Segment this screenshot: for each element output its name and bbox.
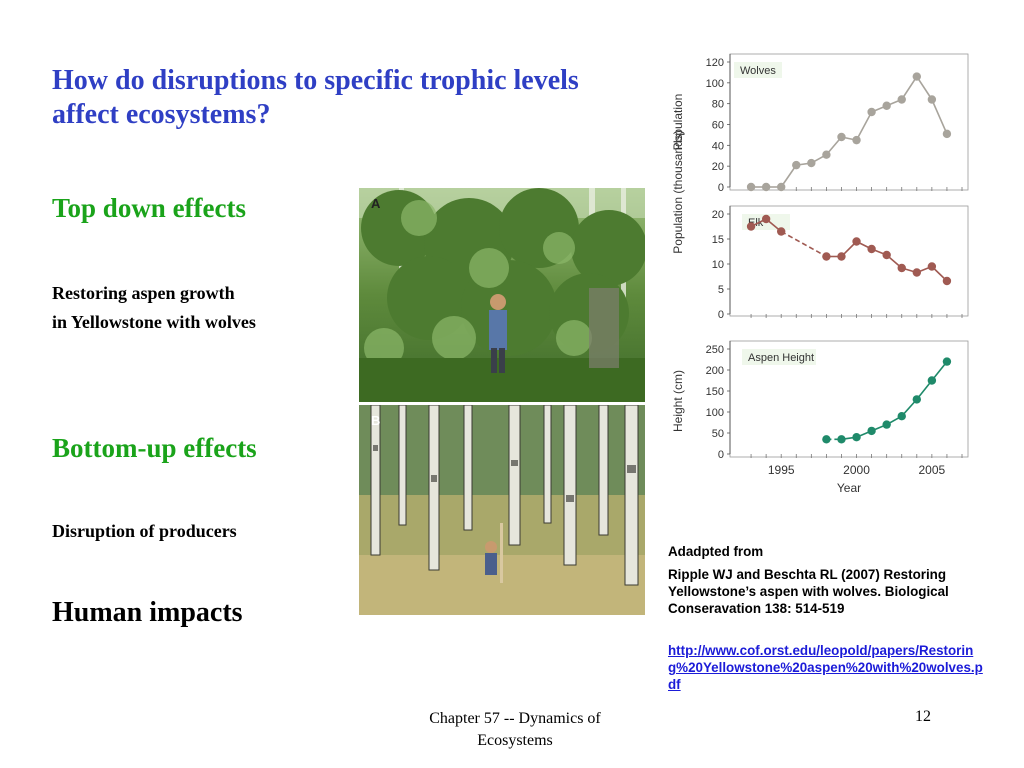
wolves-y-tick-label: 100 bbox=[706, 78, 724, 90]
wolves-data-point bbox=[837, 132, 846, 142]
top-down-heading: Top down effects bbox=[52, 193, 247, 223]
aspen-description: Restoring aspen growth in Yellowstone wi… bbox=[52, 279, 256, 337]
aspen-y-tick-label: 0 bbox=[718, 449, 724, 461]
elk-y-tick-label: 10 bbox=[712, 259, 724, 271]
aspen-line-2: in Yellowstone with wolves bbox=[52, 312, 256, 332]
aspen-line-1: Restoring aspen growth bbox=[52, 283, 235, 303]
wolves-y-axis-label: Population bbox=[672, 94, 685, 151]
elk-series-segment bbox=[780, 230, 827, 258]
aspen-y-tick-label: 200 bbox=[706, 365, 724, 377]
elk-data-point bbox=[912, 268, 921, 277]
wolves-data-point bbox=[746, 182, 756, 192]
wolves-legend-bg bbox=[734, 62, 782, 78]
wolves-series-segment bbox=[931, 99, 948, 135]
wolves-y-tick-label: 120 bbox=[706, 57, 724, 69]
photo-a-image bbox=[359, 188, 645, 402]
aspen-y-tick-label: 150 bbox=[706, 386, 724, 398]
aspen-y-tick-label: 100 bbox=[706, 407, 724, 419]
aspen-legend: Aspen Height bbox=[748, 352, 814, 364]
elk-y-tick-label: 0 bbox=[718, 309, 724, 321]
human-impacts-heading: Human impacts bbox=[52, 597, 243, 628]
wolves-data-point bbox=[882, 101, 891, 110]
elk-y-tick-label: 5 bbox=[718, 284, 724, 296]
aspen-x-tick-label: 2000 bbox=[843, 463, 870, 477]
aspen-y-tick-label: 50 bbox=[712, 428, 724, 440]
elk-data-point bbox=[897, 263, 906, 273]
wolves-data-point bbox=[761, 182, 771, 192]
population-charts: 0 20 40 60 80 100 120 Population Wolves 0 5 10 15 20 P… bbox=[671, 46, 972, 506]
citation-reference: Ripple WJ and Beschta RL (2007) Restorin… bbox=[668, 567, 949, 616]
aspen-legend-bg bbox=[742, 349, 816, 365]
page-number: 12 bbox=[915, 708, 931, 725]
wolves-data-point bbox=[792, 160, 801, 170]
aspen-data-point bbox=[897, 412, 906, 421]
wolves-series-segment bbox=[780, 164, 797, 188]
wolves-series-segment bbox=[901, 76, 918, 100]
aspen-data-point bbox=[867, 426, 876, 436]
wolves-data-point bbox=[822, 150, 831, 159]
elk-data-point bbox=[927, 262, 937, 271]
wolves-data-point bbox=[897, 95, 906, 104]
elk-data-point bbox=[761, 214, 771, 224]
elk-data-point bbox=[867, 244, 876, 254]
bottom-up-heading: Bottom-up effects bbox=[52, 433, 257, 463]
wolves-data-point bbox=[867, 107, 876, 117]
wolves-data-point bbox=[942, 129, 952, 139]
wolves-y-tick-label: 80 bbox=[712, 99, 724, 111]
elk-data-point bbox=[746, 222, 756, 231]
photo-aspen-dense: A bbox=[359, 188, 645, 402]
aspen-y-axis-label: Height (cm) bbox=[672, 370, 685, 432]
elk-data-point bbox=[852, 237, 861, 246]
wolves-series-segment bbox=[855, 111, 873, 141]
elk-data-point bbox=[777, 227, 786, 236]
photo-b-label: B bbox=[371, 413, 381, 428]
aspen-data-point bbox=[927, 376, 937, 385]
aspen-data-point bbox=[942, 357, 952, 366]
wolves-legend: Wolves bbox=[740, 65, 776, 77]
elk-data-point bbox=[882, 250, 891, 260]
citation-label: Adadpted from bbox=[668, 544, 764, 559]
wolves-y-tick-label: 40 bbox=[712, 140, 724, 152]
wolves-y-tick-label: 0 bbox=[718, 182, 724, 194]
photo-a-label: A bbox=[371, 196, 381, 211]
elk-y-tick-label: 15 bbox=[712, 234, 724, 246]
wolves-data-point bbox=[777, 182, 786, 192]
wolves-y-tick-label: 60 bbox=[712, 120, 724, 132]
elk-data-point bbox=[822, 252, 831, 261]
aspen-x-tick-label: 1995 bbox=[768, 463, 795, 477]
aspen-data-point bbox=[822, 435, 831, 444]
aspen-data-point bbox=[837, 435, 846, 444]
photo-aspen-open: B bbox=[359, 405, 645, 615]
elk-y-axis-label: Population (thousands) bbox=[672, 130, 685, 253]
charts-svg: 0 20 40 60 80 100 120 Population Wolves 0 5 10 15 20 P… bbox=[671, 53, 969, 495]
wolves-series-segment bbox=[916, 76, 933, 100]
wolves-data-point bbox=[927, 95, 937, 104]
aspen-y-tick-label: 250 bbox=[706, 344, 724, 356]
wolves-data-point bbox=[912, 72, 921, 81]
photo-b-image bbox=[359, 405, 645, 615]
elk-data-point bbox=[837, 252, 846, 261]
elk-data-point bbox=[942, 276, 952, 286]
aspen-x-tick-label: 2005 bbox=[919, 463, 946, 477]
wolves-data-point bbox=[807, 158, 816, 168]
aspen-data-point bbox=[912, 395, 921, 404]
slide-title: How do disruptions to specific trophic l… bbox=[52, 65, 579, 130]
aspen-data-point bbox=[882, 420, 891, 429]
aspen-x-axis-label: Year bbox=[837, 481, 861, 495]
wolves-data-point bbox=[852, 135, 861, 145]
footer-chapter: Chapter 57 -- Dynamics of Ecosystems bbox=[429, 710, 601, 749]
wolves-y-tick-label: 20 bbox=[712, 161, 724, 173]
citation-link[interactable]: http://www.cof.orst.edu/leopold/papers/R… bbox=[668, 643, 983, 692]
aspen-data-point bbox=[852, 433, 861, 442]
elk-y-tick-label: 20 bbox=[712, 209, 724, 221]
disruption-text: Disruption of producers bbox=[52, 521, 237, 541]
